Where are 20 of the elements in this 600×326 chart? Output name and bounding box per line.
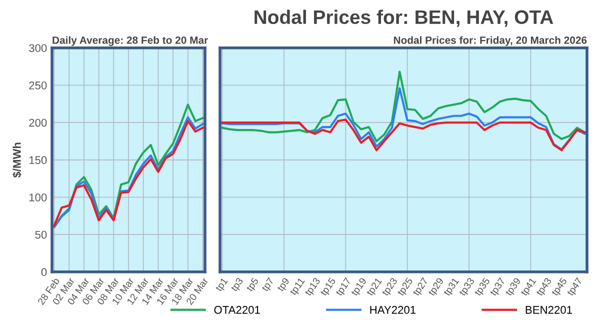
y-tick-label: 50 (35, 230, 47, 239)
legend-label: BEN2201 (526, 306, 572, 314)
chart-title: Nodal Prices for: BEN, HAY, OTA (254, 10, 554, 27)
legend-label: OTA2201 (214, 306, 260, 314)
y-axis-title: $/MWh (12, 142, 22, 178)
y-tick-label: 0 (41, 268, 47, 276)
chart-subtitle: Nodal Prices for: Friday, 20 March 2026 (394, 36, 587, 46)
x-tick-label: tp7 (261, 277, 276, 293)
x-tick-label: tp11 (289, 277, 307, 297)
y-tick-label: 250 (29, 82, 47, 90)
y-tick-label: 200 (29, 118, 47, 127)
x-tick-label: tp5 (246, 277, 260, 293)
x-tick-label: tp1 (214, 277, 230, 293)
x-tick-label: tp3 (230, 277, 245, 293)
legend-label: HAY2201 (370, 306, 416, 314)
chart-subtitle: Daily Average: 28 Feb to 20 Mar (52, 36, 208, 46)
y-tick-label: 150 (29, 156, 47, 164)
y-tick-label: 100 (29, 193, 47, 202)
y-tick-label: 300 (29, 44, 47, 52)
x-tick-label: tp9 (276, 277, 292, 293)
